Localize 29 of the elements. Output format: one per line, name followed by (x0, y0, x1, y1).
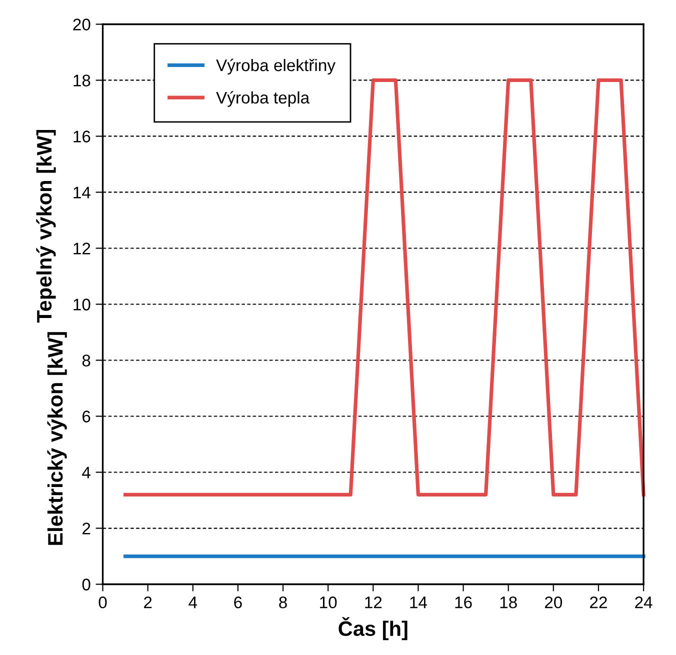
x-tick-label: 24 (635, 596, 652, 608)
y-axis-title: Elektrický výkon [kW] (47, 332, 67, 545)
x-tick-label: 22 (590, 596, 607, 608)
x-tick-label: 16 (455, 596, 472, 608)
text: Tepelný výkon [kW] (36, 130, 56, 323)
y-tick-label: 4 (82, 466, 90, 478)
x-tick-label: 20 (544, 596, 562, 608)
y-tick-label: 14 (74, 186, 90, 198)
x-tick-label: 2 (144, 596, 152, 608)
legend-label: Výroba tepla (216, 91, 310, 107)
y-tick-label: 2 (82, 522, 90, 534)
y-tick-label: 0 (82, 578, 90, 590)
y-tick-label: 8 (82, 354, 90, 366)
x-tick-label: 4 (188, 596, 198, 608)
x-axis-title: Čas [h] (338, 617, 408, 640)
x-tick-label: 10 (320, 596, 337, 608)
x-tick-label: 14 (410, 596, 427, 608)
y-tick-label: 20 (73, 18, 90, 30)
x-tick-label: 12 (365, 596, 382, 608)
x-tick-label: 6 (234, 596, 242, 608)
x-tick-label: 0 (98, 596, 107, 608)
x-tick-label: 8 (279, 596, 287, 608)
y-tick-label: 12 (74, 242, 90, 254)
y-tick-label: 16 (74, 130, 90, 142)
legend-label: Výroba elektřiny (216, 58, 336, 74)
x-tick-label: 18 (500, 596, 517, 608)
y-tick-label: 10 (74, 298, 90, 310)
y-tick-label: 6 (82, 410, 90, 422)
y-tick-label: 18 (74, 74, 90, 86)
